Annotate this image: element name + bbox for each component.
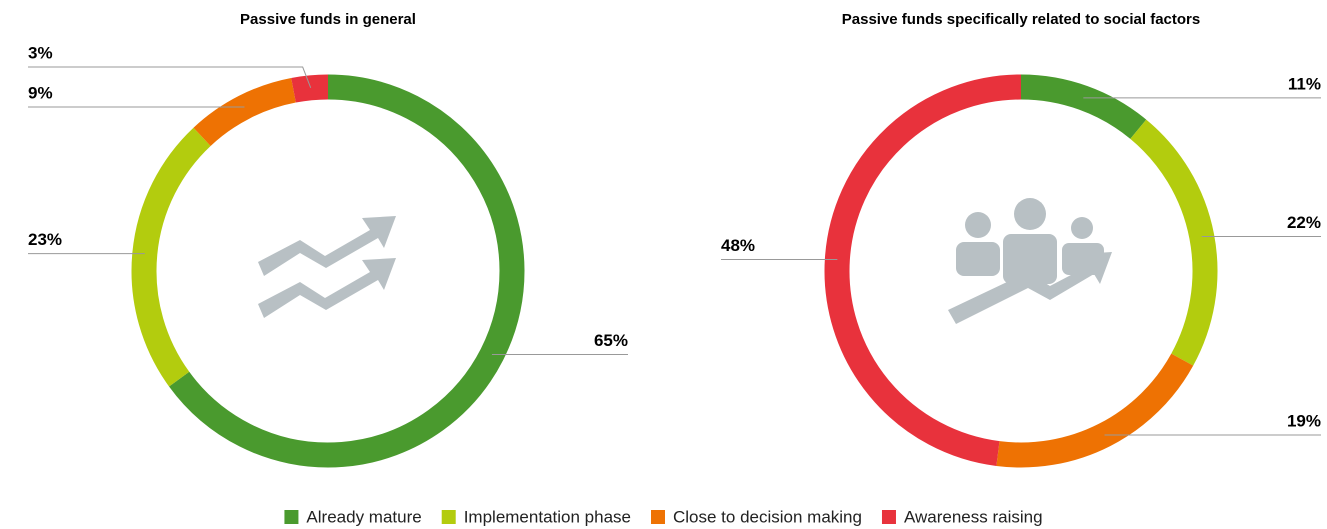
value-label: 9% [28,84,53,103]
value-label: 48% [721,236,755,255]
value-label: 11% [1288,74,1321,93]
donut-slice [996,353,1194,468]
leader-line [28,66,312,88]
legend-swatch [650,510,665,524]
donut-slice [291,74,329,103]
legend-label: Awareness raising [904,507,1043,526]
donut-slice [131,127,211,387]
legend-swatch [284,510,299,524]
people-icon [948,198,1112,324]
value-label: 19% [1287,411,1321,430]
value-label: 3% [28,44,53,63]
value-label: 23% [28,230,62,249]
legend-label: Close to decision making [673,507,862,526]
donut-slice [1020,74,1147,140]
chart-title: Passive funds specifically related to so… [842,11,1200,28]
legend-swatch [441,510,456,524]
donut-slice [824,74,1022,466]
trend-icon [258,216,396,318]
value-label: 22% [1287,213,1321,232]
legend-label: Implementation phase [464,507,631,526]
legend-swatch [881,510,896,524]
donut-slice [169,74,525,468]
value-label: 65% [594,331,628,350]
donut-slice [1130,119,1218,366]
legend-label: Already mature [306,507,421,526]
donut-slice [193,77,297,147]
chart-title: Passive funds in general [240,11,416,28]
